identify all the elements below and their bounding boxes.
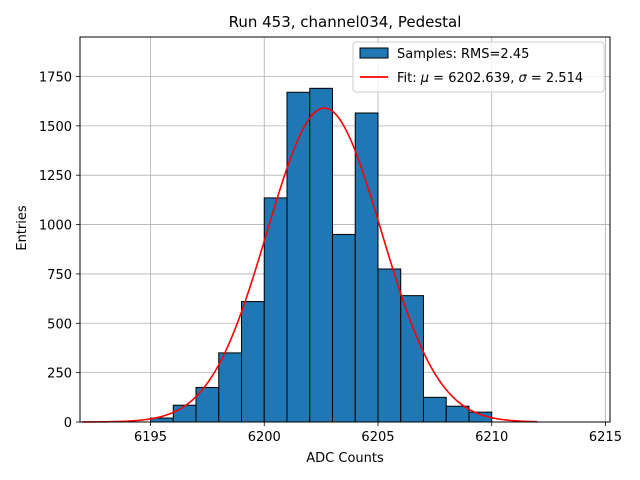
legend-fit-prefix: Fit: bbox=[397, 71, 421, 86]
y-tick-label: 1500 bbox=[39, 120, 72, 135]
legend-swatch-samples bbox=[359, 47, 389, 59]
y-tick-label: 1000 bbox=[39, 219, 72, 234]
y-tick-label: 250 bbox=[47, 367, 72, 382]
x-tick-label: 6215 bbox=[589, 430, 622, 445]
legend: Samples: RMS=2.45 Fit: μ = 6202.639, σ =… bbox=[352, 41, 605, 93]
histogram-bar bbox=[172, 404, 197, 423]
legend-fit-mu-text: = 6202.639, bbox=[429, 71, 518, 86]
legend-fit-sigma-symbol: σ bbox=[519, 71, 528, 86]
legend-fit-sigma-text: = 2.514 bbox=[527, 71, 583, 86]
fit-curve bbox=[82, 107, 538, 423]
y-axis-label: Entries bbox=[15, 205, 30, 251]
fit-curve-group bbox=[82, 107, 538, 423]
legend-fit-mu-symbol: μ bbox=[420, 71, 429, 86]
y-tick-label: 1250 bbox=[39, 169, 72, 184]
y-tick-label: 0 bbox=[64, 416, 72, 431]
histogram-bar bbox=[218, 352, 243, 423]
y-tick-label: 1750 bbox=[39, 70, 72, 85]
chart-title: Run 453, channel034, Pedestal bbox=[229, 13, 462, 31]
histogram-bar bbox=[309, 87, 333, 423]
histogram-bar bbox=[241, 301, 265, 423]
y-tick-label: 750 bbox=[47, 268, 72, 283]
legend-label-fit: Fit: μ = 6202.639, σ = 2.514 bbox=[397, 71, 583, 86]
histogram-bar bbox=[422, 396, 447, 423]
histogram-bar bbox=[286, 91, 311, 423]
histogram-bar bbox=[377, 268, 402, 423]
legend-label-samples: Samples: RMS=2.45 bbox=[397, 47, 529, 62]
x-axis-label: ADC Counts bbox=[306, 451, 384, 466]
y-tick-label: 500 bbox=[47, 317, 72, 332]
legend-box bbox=[352, 41, 605, 93]
histogram-bar bbox=[445, 405, 470, 423]
x-axis-ticks: 6195 6200 6205 6210 6215 bbox=[134, 422, 622, 445]
x-tick-label: 6205 bbox=[361, 430, 394, 445]
histogram-bar bbox=[400, 295, 424, 423]
x-tick-label: 6200 bbox=[248, 430, 281, 445]
y-axis-ticks: 0 250 500 750 1000 1250 1500 1750 bbox=[39, 70, 80, 431]
x-tick-label: 6195 bbox=[134, 430, 167, 445]
histogram-bar bbox=[331, 233, 356, 423]
histogram-bars bbox=[150, 87, 493, 423]
x-tick-label: 6210 bbox=[475, 430, 508, 445]
plot-frame bbox=[79, 36, 611, 423]
